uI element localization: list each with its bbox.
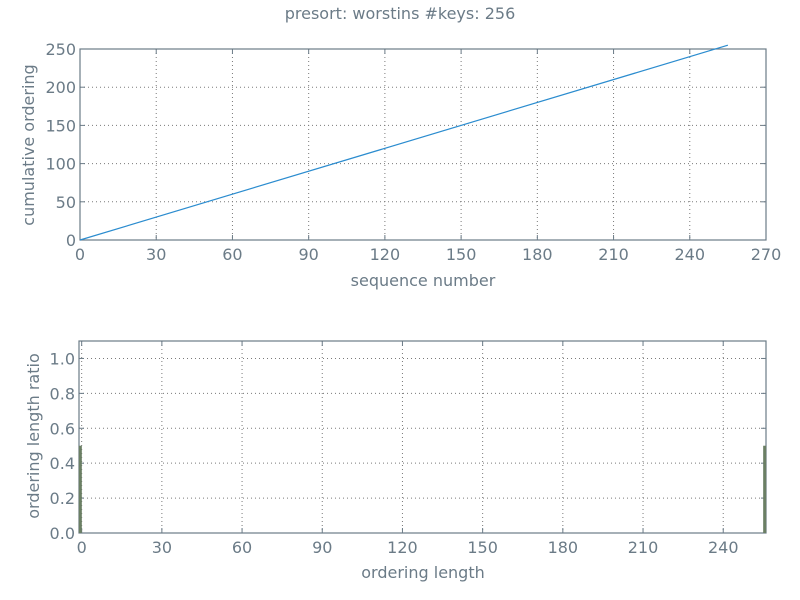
x-tick-label: 150 (446, 245, 477, 264)
x-tick-label: 150 (467, 538, 498, 557)
top-plot: 0 30 60 90 120 150 180 210 240 270 0 50 100 150 200 250… (19, 40, 781, 290)
top-plot-series (79, 44, 729, 241)
bottom-plot-y-label: ordering length ratio (24, 353, 43, 518)
x-tick-label: 60 (222, 245, 242, 264)
y-tick-label: 1.0 (50, 349, 75, 368)
bar (78, 445, 82, 533)
top-plot-y-label: cumulative ordering (19, 64, 38, 225)
bottom-plot-frame (78, 340, 767, 534)
x-tick-label: 270 (751, 245, 782, 264)
bar (763, 445, 767, 533)
top-plot-x-label: sequence number (351, 271, 496, 290)
x-tick-label: 0 (75, 245, 85, 264)
y-tick-label: 0.6 (50, 419, 75, 438)
y-tick-label: 150 (45, 116, 76, 135)
x-tick-label: 90 (298, 245, 318, 264)
x-tick-label: 180 (522, 245, 553, 264)
bottom-plot: 0 30 60 90 120 150 180 210 240 0.0 0.2 0.4 0.6 0.8 1.0… (24, 340, 767, 582)
y-tick-label: 0.8 (50, 384, 75, 403)
x-tick-label: 210 (628, 538, 659, 557)
bottom-plot-ticks: 0 30 60 90 120 150 180 210 240 0.0 0.2 0.4 0.6 0.8 1.0 (50, 341, 766, 557)
y-tick-label: 250 (45, 40, 76, 59)
bottom-plot-grid (79, 341, 766, 534)
x-tick-label: 240 (675, 245, 706, 264)
y-tick-label: 50 (56, 193, 76, 212)
bottom-plot-bars (78, 445, 767, 533)
top-plot-frame (79, 48, 767, 241)
x-tick-label: 60 (232, 538, 252, 557)
y-tick-label: 0.4 (50, 454, 75, 473)
series-line (79, 44, 729, 241)
y-tick-label: 0.0 (50, 524, 75, 543)
x-tick-label: 240 (708, 538, 739, 557)
y-tick-label: 100 (45, 155, 76, 174)
y-tick-label: 0.2 (50, 489, 75, 508)
x-tick-label: 30 (152, 538, 172, 557)
x-tick-label: 120 (387, 538, 418, 557)
x-tick-label: 180 (548, 538, 579, 557)
x-tick-label: 210 (598, 245, 629, 264)
bottom-plot-x-label: ordering length (361, 563, 485, 582)
y-tick-label: 200 (45, 78, 76, 97)
top-plot-grid (79, 48, 767, 241)
y-tick-label: 0 (66, 231, 76, 250)
top-plot-ticks: 0 30 60 90 120 150 180 210 240 270 0 50 100 150 200 250 (45, 40, 781, 264)
x-tick-label: 0 (77, 538, 87, 557)
x-tick-label: 30 (146, 245, 166, 264)
x-tick-label: 120 (370, 245, 401, 264)
x-tick-label: 90 (312, 538, 332, 557)
figure-title: presort: worstins #keys: 256 (285, 4, 516, 23)
